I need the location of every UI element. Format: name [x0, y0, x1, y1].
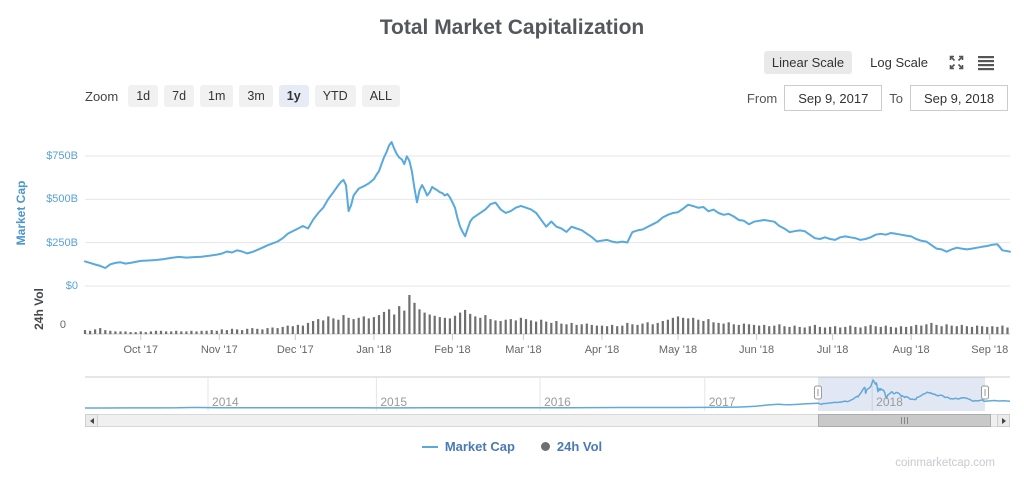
- navigator-year-label: 2016: [544, 395, 571, 409]
- zoom-button-ytd[interactable]: YTD: [314, 85, 356, 107]
- from-date-input[interactable]: [784, 85, 883, 111]
- navigator-year-label: 2018: [876, 395, 903, 409]
- x-tick-label: Jul '18: [816, 344, 849, 356]
- x-tick-label: Jun '18: [738, 344, 775, 356]
- dot-swatch-icon: [540, 442, 550, 451]
- zoom-button-3m[interactable]: 3m: [239, 85, 273, 107]
- market-cap-line: [84, 141, 1011, 269]
- line-swatch-icon: [421, 445, 438, 448]
- y-tick-label: $750B: [46, 150, 78, 162]
- volume-bars: [83, 295, 1009, 335]
- legend-item-24h-vol[interactable]: 24h Vol: [540, 439, 603, 454]
- scrollbar-right-arrow-button[interactable]: [997, 414, 1010, 427]
- navigator-selected-range[interactable]: [817, 377, 986, 411]
- navigator-year-label: 2015: [380, 395, 408, 409]
- zoom-button-7d[interactable]: 7d: [164, 85, 195, 107]
- x-tick-label: Apr '18: [584, 344, 620, 356]
- linear-scale-button[interactable]: Linear Scale: [763, 51, 853, 74]
- legend-item-market-cap[interactable]: Market Cap: [421, 439, 515, 454]
- x-tick-label: Nov '17: [200, 344, 238, 356]
- chart-title: Total Market Capitalization: [379, 16, 645, 39]
- y-tick-label: $500B: [46, 193, 78, 206]
- y-tick-label: $250B: [46, 236, 78, 249]
- expand-icon[interactable]: [946, 53, 966, 73]
- navigator-year-label: 2014: [212, 395, 239, 409]
- x-tick-label: Oct '17: [123, 344, 158, 356]
- to-label: To: [889, 90, 903, 106]
- x-tick-label: Jan '18: [356, 344, 392, 356]
- navigator-scrollbar-thumb[interactable]: [817, 414, 992, 427]
- x-tick-label: Feb '18: [434, 344, 471, 356]
- zoom-label: Zoom: [85, 88, 119, 104]
- watermark: coinmarketcap.com: [895, 457, 995, 469]
- to-date-input[interactable]: [910, 85, 1008, 111]
- left-arrow-icon: [89, 417, 94, 424]
- right-arrow-icon: [1001, 417, 1006, 424]
- navigator-right-handle[interactable]: [981, 385, 990, 400]
- navigator-year-label: 2017: [708, 395, 736, 409]
- x-tick-label: Mar '18: [505, 344, 542, 356]
- legend-label-market-cap: Market Cap: [444, 439, 515, 454]
- range-zoom-buttons: Zoom 1d 7d 1m 3m 1y YTD ALL: [85, 85, 406, 107]
- scale-controls: Linear Scale Log Scale: [763, 51, 996, 74]
- from-label: From: [746, 90, 778, 106]
- x-tick-label: Dec '17: [276, 344, 314, 356]
- x-tick-label: May '18: [658, 344, 698, 356]
- context-menu-icon[interactable]: [976, 53, 996, 73]
- scrollbar-left-arrow-button[interactable]: [85, 414, 98, 427]
- date-range-inputs: From To: [747, 85, 1008, 111]
- zoom-button-1d[interactable]: 1d: [128, 85, 159, 107]
- volume-axis-title: 24h Vol: [32, 288, 46, 330]
- navigator-line: [85, 379, 1011, 409]
- zoom-button-all[interactable]: ALL: [361, 85, 400, 107]
- legend: Market Cap 24h Vol: [0, 439, 1024, 454]
- legend-label-24h-vol: 24h Vol: [556, 439, 603, 454]
- x-tick-label: Sep '18: [971, 344, 1009, 356]
- zoom-button-1m[interactable]: 1m: [200, 85, 234, 107]
- log-scale-button[interactable]: Log Scale: [862, 51, 936, 74]
- market-cap-axis-title: Market Cap: [14, 180, 28, 246]
- zoom-button-1y[interactable]: 1y: [278, 85, 309, 107]
- navigator-left-handle[interactable]: [813, 385, 822, 400]
- x-tick-label: Aug '18: [892, 344, 930, 356]
